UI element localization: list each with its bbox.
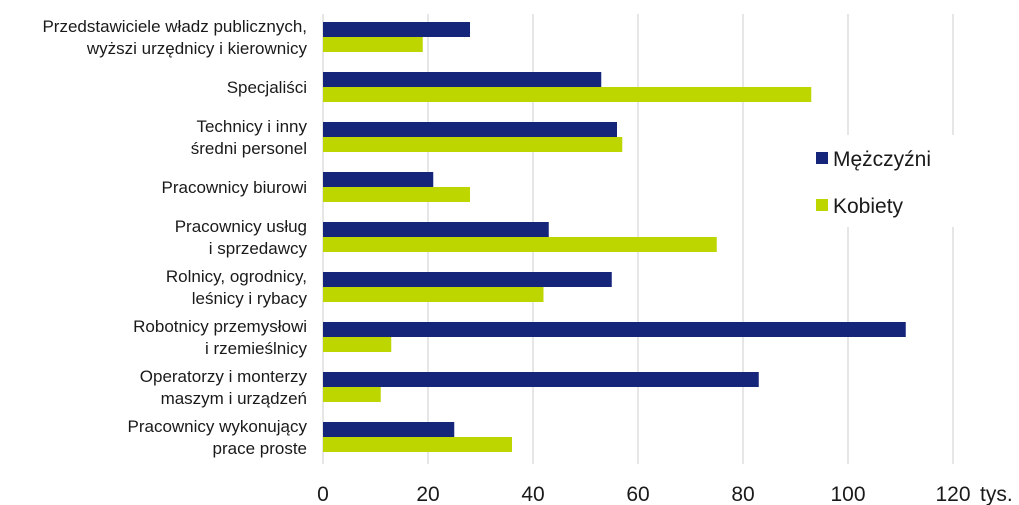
category-label-7-0: Operatorzy i monterzy <box>140 367 308 386</box>
category-label-8-0: Pracownicy wykonujący <box>127 417 307 436</box>
category-label-2-0: Technicy i inny <box>196 117 307 136</box>
category-label-6-0: Robotnicy przemysłowi <box>133 317 307 336</box>
category-label-4-0: Pracownicy usług <box>175 217 307 236</box>
legend-label-kobiety: Kobiety <box>833 195 904 218</box>
legend: Mężczyźni Kobiety <box>808 135 954 227</box>
category-label-2-1: średni personel <box>191 139 307 158</box>
x-tick-label-100: 100 <box>830 483 865 505</box>
bar-kobiety-2 <box>323 137 623 152</box>
x-tick-label-40: 40 <box>521 483 544 505</box>
category-label-1-0: Specjaliści <box>227 78 307 97</box>
bar-mezczyzni-1 <box>323 72 602 87</box>
bar-kobiety-4 <box>323 237 717 252</box>
x-tick-label-80: 80 <box>731 483 754 505</box>
bar-mezczyzni-5 <box>323 272 612 287</box>
bar-mezczyzni-0 <box>323 22 470 37</box>
category-label-5-0: Rolnicy, ogrodnicy, <box>166 267 307 286</box>
bar-mezczyzni-8 <box>323 422 455 437</box>
bar-kobiety-6 <box>323 337 392 352</box>
legend-swatch-kobiety <box>816 199 828 211</box>
bar-mezczyzni-3 <box>323 172 434 187</box>
bar-kobiety-5 <box>323 287 544 302</box>
legend-background <box>808 135 954 227</box>
x-axis-unit-label: tys. <box>980 483 1013 505</box>
bar-mezczyzni-2 <box>323 122 617 137</box>
x-axis-tick-labels: 0 20 40 60 80 100 120 <box>317 483 970 505</box>
bar-kobiety-1 <box>323 87 812 102</box>
category-label-5-1: leśnicy i rybacy <box>192 289 308 308</box>
x-tick-label-0: 0 <box>317 483 329 505</box>
bar-mezczyzni-7 <box>323 372 759 387</box>
bar-kobiety-8 <box>323 437 512 452</box>
bar-kobiety-0 <box>323 37 423 52</box>
bar-mezczyzni-6 <box>323 322 906 337</box>
category-label-0-0: Przedstawiciele władz publicznych, <box>42 17 307 36</box>
x-tick-label-20: 20 <box>416 483 439 505</box>
category-label-8-1: prace proste <box>213 439 308 458</box>
category-label-0-1: wyższi urzędnicy i kierownicy <box>86 39 308 58</box>
category-label-3-0: Pracownicy biurowi <box>162 178 308 197</box>
category-label-6-1: i rzemieślnicy <box>205 339 308 358</box>
legend-swatch-mezczyzni <box>816 152 828 164</box>
bars <box>323 22 906 452</box>
x-tick-label-60: 60 <box>626 483 649 505</box>
category-label-7-1: maszym i urządzeń <box>161 389 307 408</box>
bar-kobiety-3 <box>323 187 470 202</box>
category-labels: Przedstawiciele władz publicznych, wyższi… <box>42 17 307 458</box>
legend-label-mezczyzni: Mężczyźni <box>833 148 931 171</box>
bar-mezczyzni-4 <box>323 222 549 237</box>
bar-kobiety-7 <box>323 387 381 402</box>
category-label-4-1: i sprzedawcy <box>209 239 308 258</box>
x-tick-label-120: 120 <box>935 483 970 505</box>
